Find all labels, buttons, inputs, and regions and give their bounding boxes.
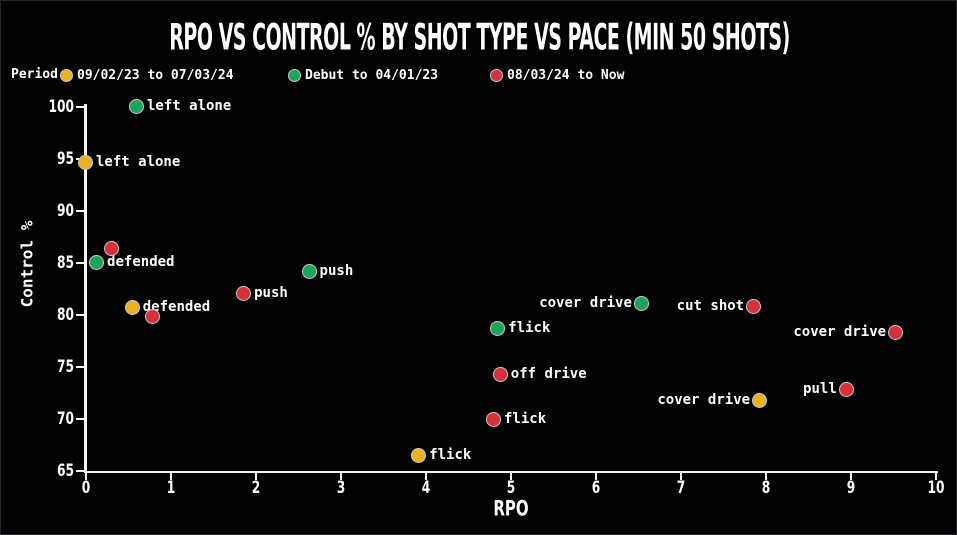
x-tick-mark <box>510 472 512 480</box>
data-point-dot <box>492 367 508 383</box>
x-tick-mark <box>255 472 257 480</box>
data-point-label: cover drive <box>539 294 632 311</box>
data-point-dot <box>236 286 252 302</box>
data-point-label: left alone <box>147 98 232 114</box>
x-tick-label: 9 <box>846 478 856 498</box>
y-tick-mark <box>76 366 84 368</box>
data-point-dot <box>752 393 768 409</box>
legend-title: Period <box>11 67 58 82</box>
data-point-dot <box>78 155 93 171</box>
x-axis-title: RPO <box>493 495 529 521</box>
y-tick-label: 70 <box>56 409 74 429</box>
data-point-dot <box>103 241 119 257</box>
data-point-dot <box>746 298 762 314</box>
y-tick-label: 80 <box>56 305 74 325</box>
y-tick-label: 85 <box>56 253 74 273</box>
y-tick-label: 75 <box>56 357 74 377</box>
y-tick-mark <box>76 262 84 264</box>
x-tick-label: 7 <box>676 478 686 498</box>
data-point-dot <box>129 99 144 114</box>
legend-item-label: 08/03/24 to Now <box>507 67 625 83</box>
data-point-dot <box>124 299 140 315</box>
data-point-dot <box>633 295 649 311</box>
chart-title: RPO VS CONTROL % BY SHOT TYPE VS PACE (M… <box>169 16 790 58</box>
x-tick-label: 8 <box>761 478 771 498</box>
y-tick-mark <box>76 314 84 316</box>
x-tick-label: 3 <box>336 478 346 498</box>
data-point-dot <box>89 255 105 270</box>
data-point-label: defended <box>142 298 211 315</box>
y-tick-mark <box>76 106 84 108</box>
legend-item-label: Debut to 04/01/23 <box>305 67 439 83</box>
data-point-label: defended <box>107 254 175 270</box>
x-tick-mark <box>425 472 427 480</box>
data-point-label: flick <box>508 319 551 336</box>
data-point-dot <box>301 264 317 280</box>
data-point-label: pull <box>803 380 837 397</box>
data-point-label: push <box>319 263 354 280</box>
y-tick-label: 90 <box>56 201 74 221</box>
y-axis-spine <box>84 104 87 473</box>
data-point-label: cut shot <box>676 297 745 314</box>
y-tick-mark <box>76 418 84 420</box>
data-point-dot <box>838 381 854 397</box>
x-tick-mark <box>935 472 937 480</box>
legend-item-green-period: Debut to 04/01/23 <box>288 66 438 84</box>
x-tick-label: 1 <box>166 478 176 498</box>
y-tick-label: 95 <box>56 149 74 169</box>
data-point-label: flick <box>504 411 547 428</box>
legend-item-label: 09/02/23 to 07/03/24 <box>77 67 234 83</box>
x-tick-label: 10 <box>927 478 945 498</box>
legend-item-red-period: 08/03/24 to Now <box>490 66 624 84</box>
data-point-dot <box>888 324 904 340</box>
data-point-dot <box>145 309 161 325</box>
data-point-label: off drive <box>510 366 587 383</box>
x-tick-label: 6 <box>591 478 601 498</box>
legend-dot-yellow-icon <box>60 68 73 82</box>
legend-item-yellow-period: 09/02/23 to 07/03/24 <box>60 66 234 84</box>
x-tick-mark <box>765 472 767 480</box>
x-tick-mark <box>170 472 172 480</box>
y-tick-label: 100 <box>48 97 74 117</box>
x-tick-mark <box>340 472 342 480</box>
legend-dot-green-icon <box>288 68 301 82</box>
x-tick-mark <box>680 472 682 480</box>
y-axis-title: Control % <box>17 220 37 308</box>
x-tick-mark <box>85 472 87 480</box>
x-tick-label: 0 <box>81 478 91 498</box>
data-point-label: cover drive <box>657 392 751 409</box>
x-tick-label: 5 <box>506 478 516 498</box>
data-point-label: left alone <box>96 154 181 171</box>
data-point-label: flick <box>429 447 472 464</box>
legend-dot-red-icon <box>490 68 503 82</box>
legend: Period 09/02/23 to 07/03/24 Debut to 04/… <box>1 66 956 84</box>
x-tick-label: 4 <box>421 478 431 498</box>
data-point-label: cover drive <box>793 323 887 340</box>
data-point-dot <box>411 448 427 464</box>
x-axis-spine <box>84 470 938 473</box>
x-tick-label: 2 <box>251 478 261 498</box>
y-tick-label: 65 <box>56 461 74 481</box>
chart-title-row: RPO VS CONTROL % BY SHOT TYPE VS PACE (M… <box>1 15 956 59</box>
x-tick-mark <box>595 472 597 480</box>
data-point-dot <box>490 320 506 336</box>
y-tick-mark <box>76 210 84 212</box>
y-tick-mark <box>76 470 84 472</box>
data-point-dot <box>486 412 501 428</box>
x-tick-mark <box>850 472 852 480</box>
data-point-label: push <box>254 285 288 302</box>
